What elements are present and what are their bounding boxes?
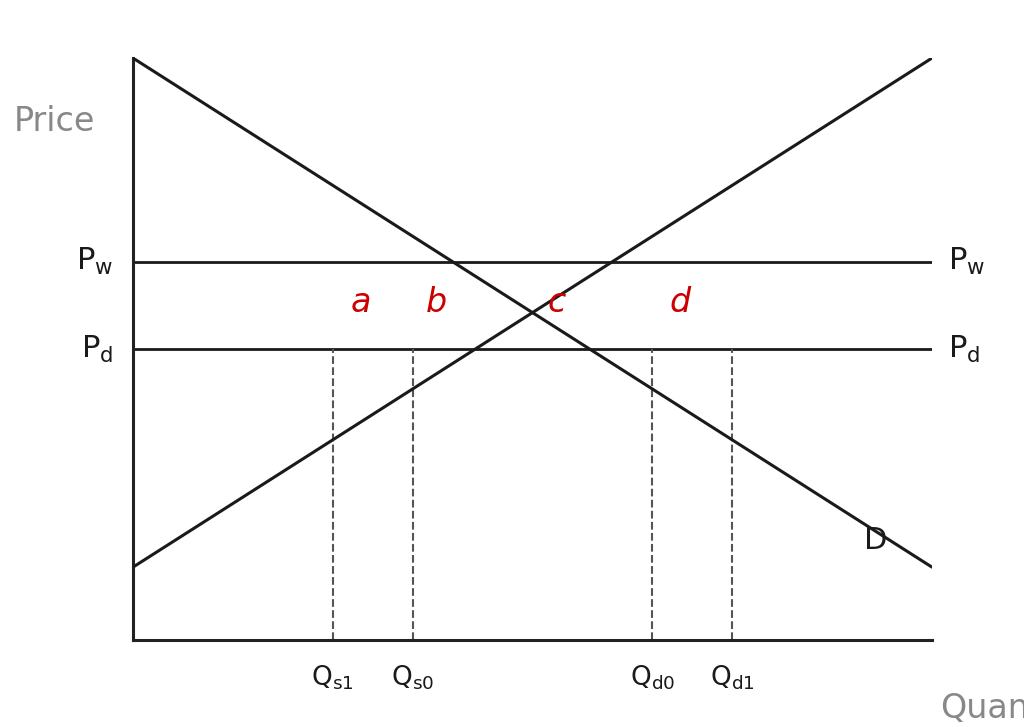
Text: a: a <box>350 286 371 319</box>
Text: $\mathregular{P_d}$: $\mathregular{P_d}$ <box>948 334 980 364</box>
Text: $\mathregular{Q_{d0}}$: $\mathregular{Q_{d0}}$ <box>630 663 675 691</box>
Text: $\mathregular{P_d}$: $\mathregular{P_d}$ <box>81 334 113 364</box>
Text: $\mathregular{Q_{s1}}$: $\mathregular{Q_{s1}}$ <box>311 663 354 691</box>
Text: $\mathregular{Q_{s0}}$: $\mathregular{Q_{s0}}$ <box>391 663 434 691</box>
Text: Price: Price <box>13 105 94 137</box>
Text: $\mathregular{P_w}$: $\mathregular{P_w}$ <box>948 246 985 277</box>
Text: b: b <box>426 286 447 319</box>
Text: $\mathregular{Q_{d1}}$: $\mathregular{Q_{d1}}$ <box>710 663 755 691</box>
Text: d: d <box>670 286 691 319</box>
Text: D: D <box>864 526 888 555</box>
Text: c: c <box>547 286 565 319</box>
Text: $\mathregular{P_w}$: $\mathregular{P_w}$ <box>76 246 113 277</box>
Text: Quantity: Quantity <box>940 692 1024 725</box>
